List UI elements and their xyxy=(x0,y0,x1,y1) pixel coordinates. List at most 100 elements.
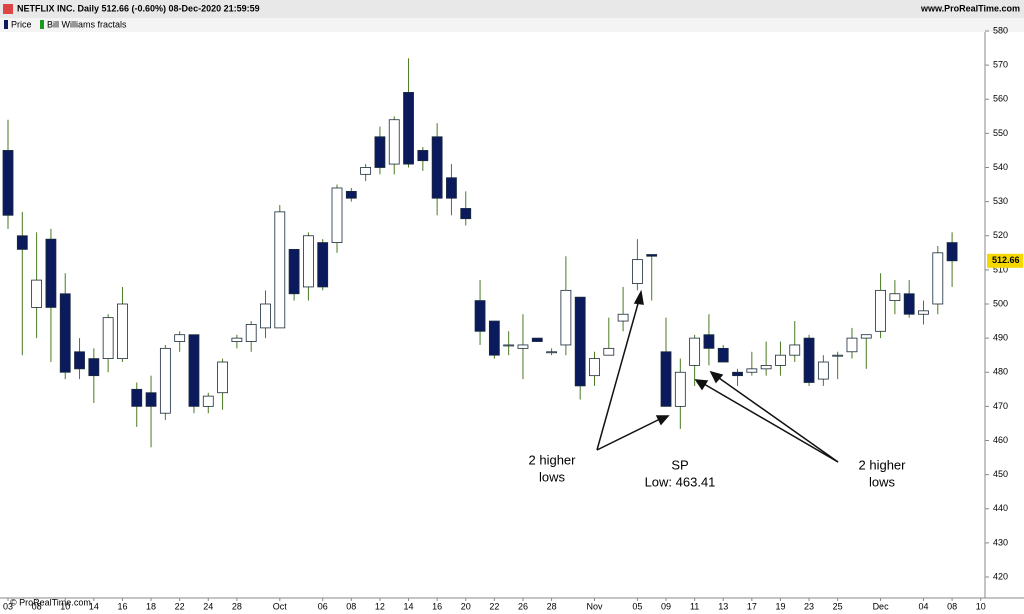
candle-body xyxy=(217,361,228,394)
candle-body xyxy=(446,177,457,199)
candle-body xyxy=(159,347,171,414)
x-tick-label: 08 xyxy=(32,601,42,611)
candle-body xyxy=(231,337,243,342)
x-tick-label: 03 xyxy=(3,601,13,611)
legend-label: Price xyxy=(11,19,32,29)
header-bar xyxy=(0,0,1024,18)
x-tick-label: 13 xyxy=(718,601,728,611)
candle-body xyxy=(188,334,200,407)
candle-body xyxy=(918,310,929,315)
candle-body xyxy=(503,344,515,347)
y-tick-label: 440 xyxy=(993,503,1008,513)
candle-body xyxy=(117,303,128,359)
candle-body xyxy=(45,238,57,308)
x-tick-label: 10 xyxy=(60,601,70,611)
x-tick-label: Nov xyxy=(586,601,603,611)
x-tick-label: 12 xyxy=(375,601,385,611)
candle-body xyxy=(632,259,643,284)
legend-label: Bill Williams fractals xyxy=(47,19,127,29)
candle-body xyxy=(303,235,314,288)
candle-body xyxy=(617,313,629,322)
candle-body xyxy=(775,354,786,366)
candle-body xyxy=(589,358,600,377)
candle-body xyxy=(331,187,343,243)
annotation: Low: 463.41 xyxy=(645,474,716,489)
last-price-label: 512.66 xyxy=(992,255,1020,265)
chart-title: NETFLIX INC. Daily 512.66 (-0.60%) 08-De… xyxy=(17,3,260,13)
candle-body xyxy=(646,254,658,257)
x-tick-label: 14 xyxy=(404,601,414,611)
x-tick-label: 11 xyxy=(690,601,699,611)
y-tick-label: 430 xyxy=(993,537,1008,547)
legend-swatch xyxy=(4,20,8,29)
annotation: 2 higher xyxy=(529,452,577,467)
candle-body xyxy=(889,293,901,301)
x-tick-label: 06 xyxy=(318,601,328,611)
candle-body xyxy=(131,388,143,407)
y-tick-label: 530 xyxy=(993,196,1008,206)
candle-body xyxy=(488,320,500,356)
candle-body xyxy=(703,334,715,349)
y-tick-label: 460 xyxy=(993,435,1008,445)
candle-body xyxy=(932,252,944,305)
y-tick-label: 420 xyxy=(993,571,1008,581)
candle-body xyxy=(760,365,772,370)
x-tick-label: 08 xyxy=(947,601,957,611)
y-tick-label: 450 xyxy=(993,469,1008,479)
candle-body xyxy=(832,354,844,357)
candle-body xyxy=(560,289,572,346)
x-tick-label: 28 xyxy=(232,601,242,611)
y-tick-label: 490 xyxy=(993,333,1008,343)
candle-body xyxy=(460,208,472,220)
candle-body xyxy=(360,167,372,175)
candle-body xyxy=(274,211,286,329)
candle-body xyxy=(260,303,271,329)
x-tick-label: 18 xyxy=(146,601,156,611)
x-tick-label: 20 xyxy=(461,601,471,611)
candle-body xyxy=(946,242,958,262)
candle-body xyxy=(517,344,529,349)
candle-body xyxy=(145,392,157,407)
last-price-box xyxy=(987,253,1023,268)
candle-body xyxy=(2,150,14,216)
y-tick-label: 550 xyxy=(993,128,1008,138)
x-tick-label: 22 xyxy=(489,601,499,611)
candle-body xyxy=(174,334,186,342)
candle-body xyxy=(102,317,114,359)
candle-body xyxy=(59,293,71,373)
annotation: SP xyxy=(671,457,688,472)
candle-body xyxy=(317,242,329,288)
candle-body xyxy=(388,119,400,165)
y-tick-label: 520 xyxy=(993,230,1008,240)
x-tick-label: 05 xyxy=(632,601,642,611)
y-tick-label: 480 xyxy=(993,367,1008,377)
x-tick-label: 08 xyxy=(346,601,356,611)
arrows xyxy=(596,289,839,463)
app-icon xyxy=(3,4,13,14)
candle-body xyxy=(88,358,100,377)
candle-body xyxy=(202,395,214,407)
candle-body xyxy=(74,351,85,370)
x-tick-label: 25 xyxy=(833,601,843,611)
candle-body xyxy=(345,190,357,199)
x-tick-label: 16 xyxy=(117,601,127,611)
x-tick-label: Dec xyxy=(873,601,890,611)
candle-body xyxy=(603,347,615,356)
candle-body xyxy=(16,235,28,250)
annotation: lows xyxy=(539,469,566,484)
candle-body xyxy=(717,347,729,363)
copyright: © ProRealTime.com xyxy=(10,597,91,607)
candle-body xyxy=(245,324,257,342)
y-tick-label: 570 xyxy=(993,60,1008,70)
candle-body xyxy=(860,334,872,339)
candle-body xyxy=(288,248,300,295)
candle-body xyxy=(403,92,414,165)
y-tick-label: 500 xyxy=(993,298,1008,308)
candle-body xyxy=(674,371,686,407)
candle-body xyxy=(574,296,586,387)
source: www.ProRealTime.com xyxy=(920,3,1020,13)
x-tick-label: 09 xyxy=(661,601,671,611)
candle-body xyxy=(660,351,672,407)
y-tick-label: 560 xyxy=(993,94,1008,104)
